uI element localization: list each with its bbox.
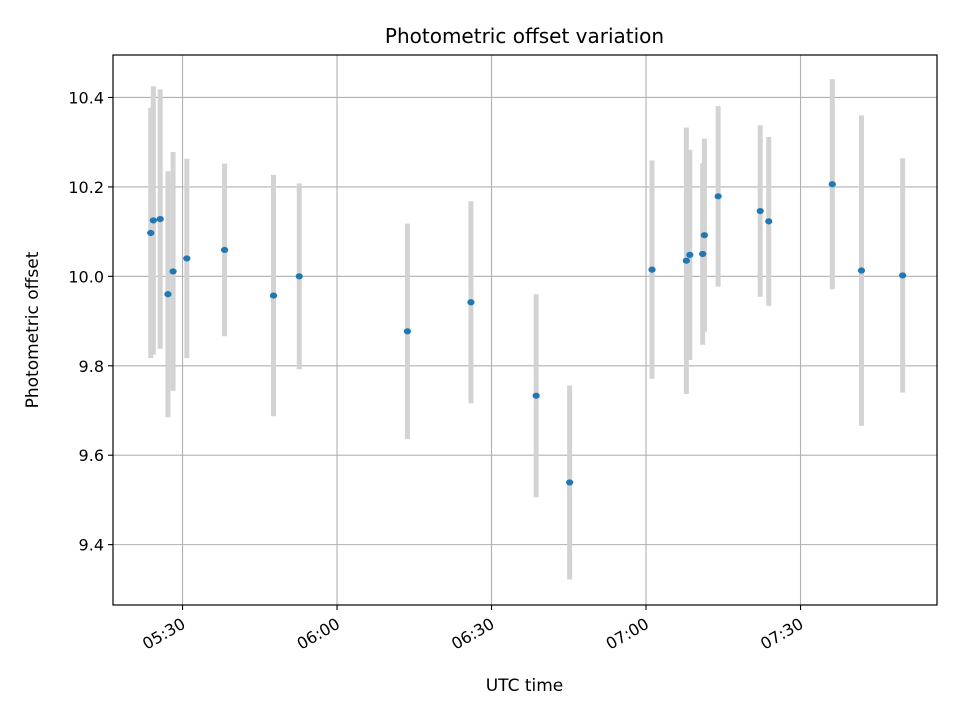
data-point (147, 229, 155, 237)
y-tick-label: 9.8 (79, 357, 104, 376)
data-point (648, 266, 656, 273)
data-point (857, 267, 866, 274)
data-point (566, 479, 574, 486)
data-point (532, 392, 540, 399)
data-point (699, 250, 707, 258)
data-point (220, 246, 229, 254)
y-tick-label: 9.4 (79, 536, 104, 555)
data-point (467, 299, 475, 306)
data-point (403, 328, 412, 335)
grid (113, 55, 937, 605)
y-tick-label: 9.6 (79, 446, 104, 465)
y-tick-label: 10.0 (68, 267, 104, 286)
data-point (149, 217, 157, 224)
plot-frame (112, 54, 938, 606)
data-point (714, 193, 722, 200)
data-point (765, 218, 773, 225)
data-point (756, 207, 764, 215)
data-point (169, 268, 177, 275)
data-point (183, 255, 191, 262)
data-point (700, 232, 708, 239)
data-point (269, 292, 278, 299)
data-point (682, 257, 690, 264)
data-point (164, 291, 172, 298)
y-axis: 9.4 9.6 9.8 10.0 10.2 10.4 (68, 88, 113, 555)
data-point (156, 216, 164, 223)
data-points (147, 181, 907, 486)
data-point (295, 273, 303, 280)
data-point (828, 181, 836, 188)
chart-title: Photometric offset variation (385, 24, 664, 48)
data-point (686, 251, 694, 258)
x-axis-label: UTC time (486, 676, 564, 696)
y-tick-label: 10.4 (68, 88, 104, 107)
y-tick-label: 10.2 (68, 178, 104, 197)
data-point (899, 272, 907, 279)
y-axis-label: Photometric offset (23, 251, 43, 408)
